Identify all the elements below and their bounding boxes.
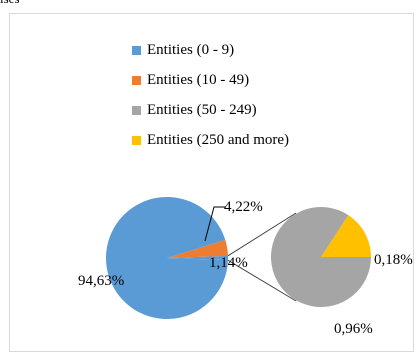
legend-swatch bbox=[132, 135, 141, 145]
legend-item-entities-0-9: Entities (0 - 9) bbox=[132, 35, 289, 65]
legend-item-entities-250-plus: Entities (250 and more) bbox=[132, 125, 289, 155]
connector-line-bottom bbox=[227, 259, 297, 302]
pie-slice-entities-50-249 bbox=[270, 206, 371, 307]
pie-slice-entities-250-plus bbox=[321, 215, 371, 257]
data-label-0-96: 0,96% bbox=[334, 321, 373, 337]
legend-label: Entities (50 - 249) bbox=[147, 101, 257, 118]
legend-swatch bbox=[132, 105, 141, 115]
legend-swatch bbox=[132, 45, 141, 55]
data-label-94-63: 94,63% bbox=[78, 273, 124, 289]
pie-slice-other bbox=[167, 255, 228, 261]
top-caption: ises bbox=[0, 0, 20, 7]
connector-lines bbox=[227, 212, 297, 302]
connector-line-top bbox=[227, 212, 297, 257]
data-labels: 94,63% 4,22% 1,14% 0,18% 0,96% bbox=[78, 199, 413, 337]
pie-slice-entities-0-9 bbox=[106, 196, 228, 319]
legend: Entities (0 - 9) Entities (10 - 49) Enti… bbox=[132, 35, 289, 155]
data-label-4-22: 4,22% bbox=[224, 199, 263, 215]
legend-swatch bbox=[132, 75, 141, 85]
legend-item-entities-50-249: Entities (50 - 249) bbox=[132, 95, 289, 125]
legend-item-entities-10-49: Entities (10 - 49) bbox=[132, 65, 289, 95]
main-pie bbox=[106, 196, 228, 319]
pie-slice-entities-10-49 bbox=[167, 239, 228, 258]
legend-label: Entities (0 - 9) bbox=[147, 41, 235, 58]
data-label-0-18: 0,18% bbox=[374, 252, 413, 268]
legend-label: Entities (10 - 49) bbox=[147, 71, 250, 88]
leader-line-4-22 bbox=[204, 206, 226, 242]
secondary-pie bbox=[270, 206, 371, 307]
legend-label: Entities (250 and more) bbox=[147, 131, 290, 148]
data-label-1-14: 1,14% bbox=[209, 255, 248, 271]
leader-lines bbox=[204, 206, 226, 242]
